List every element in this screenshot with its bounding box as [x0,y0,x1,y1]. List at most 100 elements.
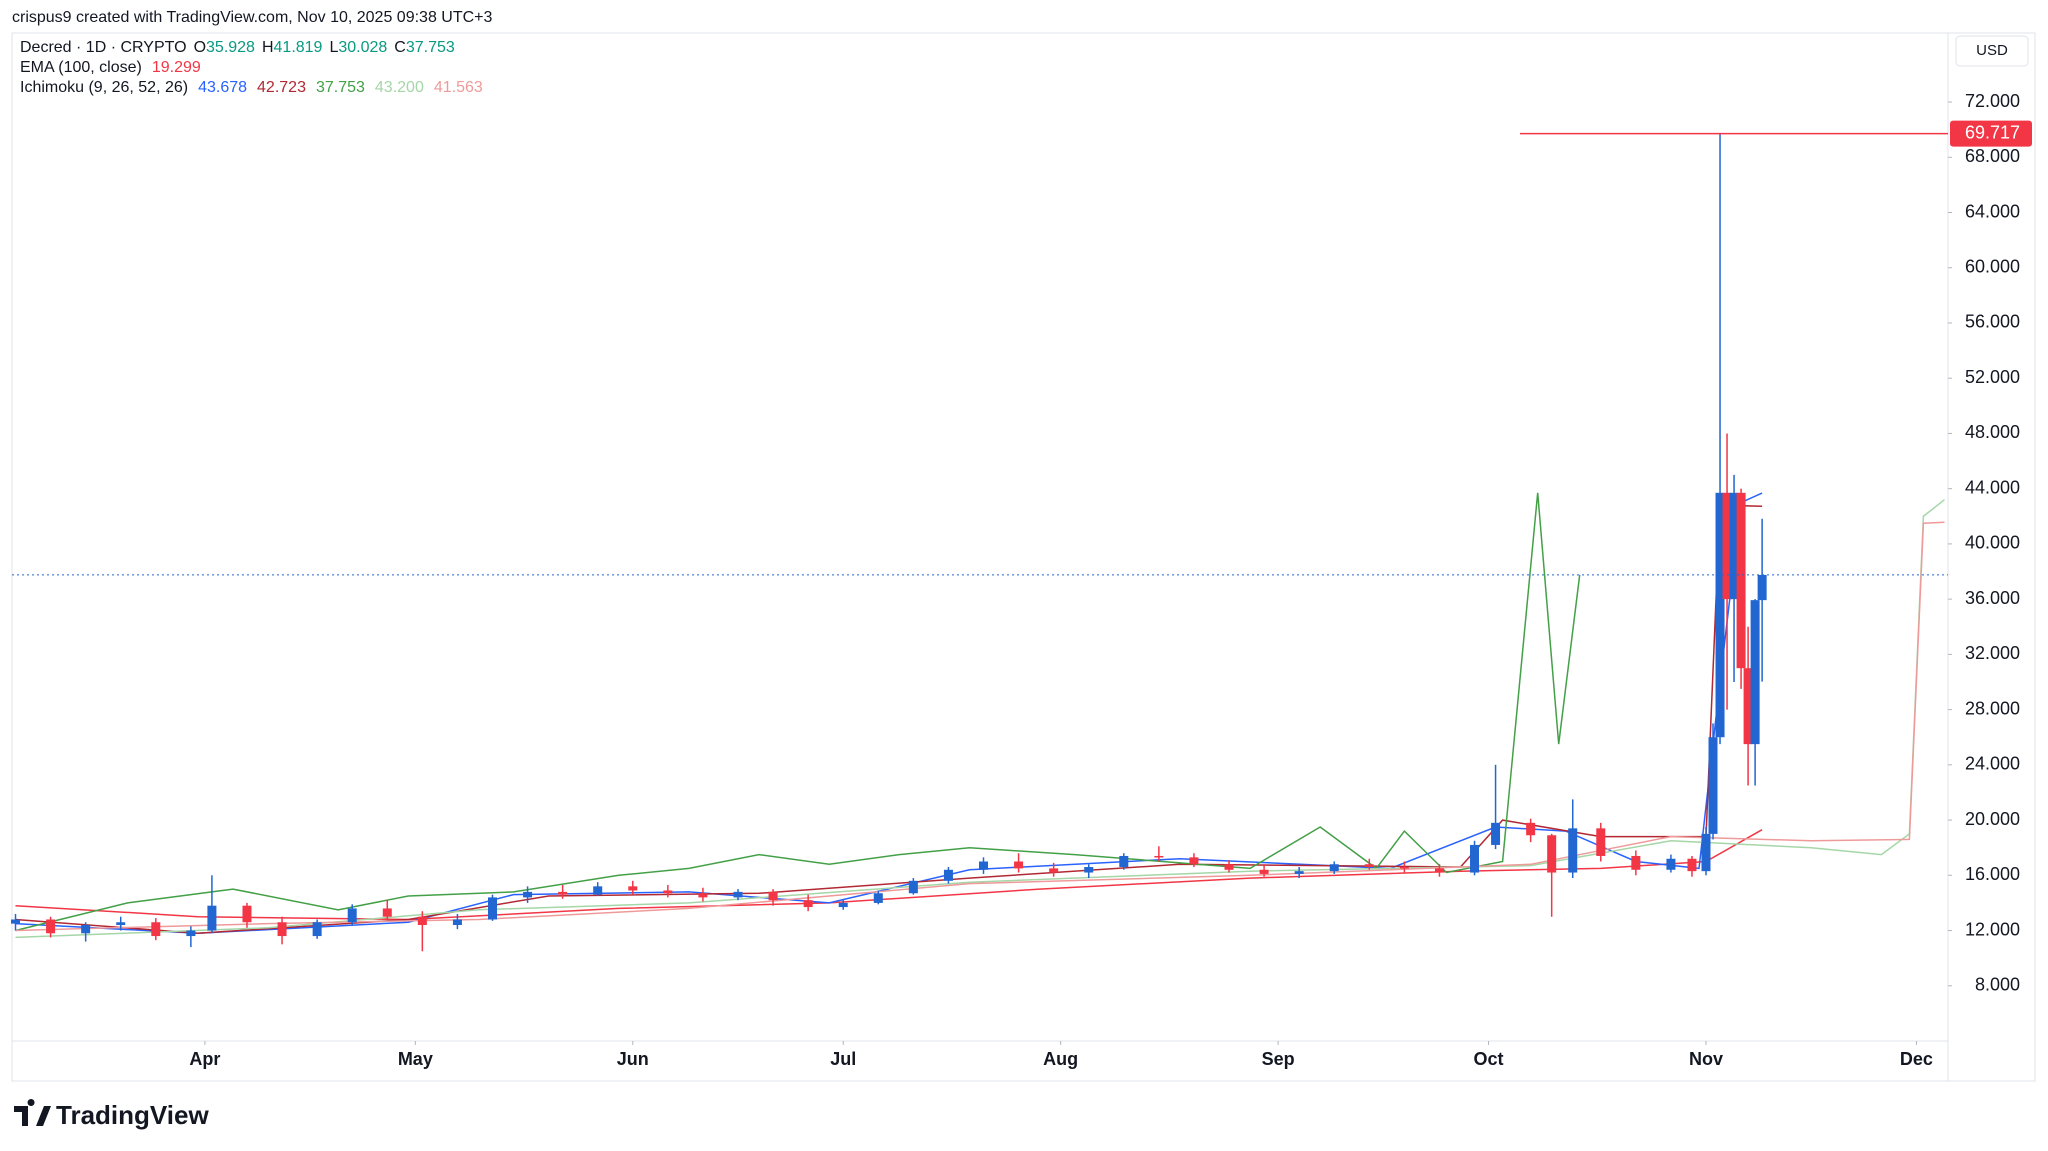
candle [1526,818,1536,843]
candle-body [1526,822,1536,836]
candle [186,926,196,948]
candle [593,882,603,897]
currency[interactable]: USD [1976,42,2008,59]
y-tick-label: 16.000 [1965,864,2020,884]
candle-body [979,861,989,870]
legend-key: O [194,39,206,56]
legend-value: 35.928 [206,39,255,56]
candle [1294,867,1304,879]
legend-key: H [262,39,274,56]
legend-value: 37.753 [316,79,365,96]
candle [1329,861,1339,874]
candle [242,902,252,928]
candle-body [242,905,252,923]
candle [1757,518,1767,682]
candle [1014,853,1024,873]
legend-label: Decred · 1D · CRYPTO [20,39,187,56]
candle-body [1568,828,1578,873]
candle [803,894,813,912]
candle-body [628,886,638,891]
legend-row: Ichimoku (9, 26, 52, 26) 43.678 42.723 37.7… [20,79,483,96]
candle-body [1154,855,1164,858]
candle-body [1722,492,1732,600]
y-tick-label: 44.000 [1965,477,2020,497]
candle [1708,723,1718,840]
candle [1736,488,1746,689]
candle-body [1294,871,1304,874]
candle-body [1224,864,1234,870]
candle-body [1708,737,1718,834]
legend-key: C [394,39,406,56]
candle [1084,864,1094,879]
legend-value: 41.819 [274,39,323,56]
candle-body [1715,492,1725,738]
legend-row: Decred · 1D · CRYPTO O35.928 H41.819 L30.02… [20,39,455,56]
candle-body [1596,828,1606,856]
candle-body [1084,867,1094,873]
indicator-line [15,504,1763,935]
candle-body [1119,855,1129,868]
candle [116,916,126,931]
candle-body [1014,861,1024,869]
candle [943,867,953,884]
candle-body [116,922,126,926]
x-tick-label: Jul [830,1049,856,1069]
candle-body [1743,668,1753,745]
candle [46,916,56,938]
candle [277,916,287,945]
legend-value: 42.723 [257,79,306,96]
candle-body [1470,844,1480,873]
candle-body [1631,855,1641,870]
legend-value: 43.200 [375,79,424,96]
candle [558,884,568,899]
candle-body [523,891,533,898]
candle [1687,855,1697,877]
candle [1701,826,1711,876]
y-tick-label: 40.000 [1965,533,2020,553]
candle [1715,133,1725,745]
candle-body [1687,858,1697,872]
candle-body [46,919,56,934]
x-tick-label: Jun [617,1049,649,1069]
y-tick-label: 72.000 [1965,91,2020,111]
brand: TradingView [56,1100,209,1130]
candle-body [838,902,848,908]
candle [1154,846,1164,862]
candle [1743,626,1753,786]
candle [733,889,743,901]
candle [382,900,392,920]
candle [979,857,989,874]
candle-body [1434,868,1444,873]
x-tick-label: May [398,1049,433,1069]
candle [1119,853,1129,870]
candle [523,886,533,903]
currency-button[interactable] [1955,35,2029,67]
candle [1729,474,1739,682]
candle-body [151,922,161,937]
candle [1224,860,1234,873]
x-tick-label: Aug [1043,1049,1078,1069]
y-tick-label: 36.000 [1965,588,2020,608]
candle [1491,764,1501,850]
y-tick-label: 48.000 [1965,422,2020,442]
candle [1470,840,1480,876]
high-tag-label: 69.717 [1965,122,2020,142]
legend-row: EMA (100, close) 19.299 [20,59,201,76]
candle-body [1757,574,1767,601]
candle [698,887,708,902]
candle [151,918,161,941]
candle-body [943,869,953,881]
candle [11,913,21,931]
x-tick-label: Sep [1262,1049,1295,1069]
candle-body [733,891,743,898]
candle-body [1491,822,1501,845]
brand-logo: TradingView [14,1099,209,1130]
candle [838,900,848,910]
candle [1722,433,1732,710]
y-tick-label: 64.000 [1965,201,2020,221]
candle [487,894,497,921]
y-tick-label: 52.000 [1965,367,2020,387]
candle [1568,799,1578,879]
